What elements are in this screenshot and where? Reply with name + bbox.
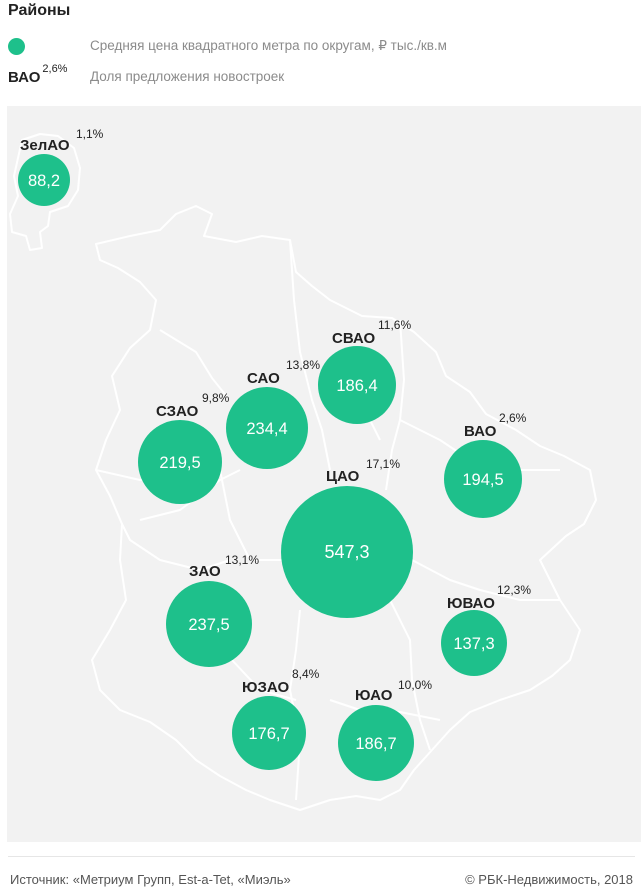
district-code-label: ЮВАО xyxy=(447,595,495,612)
footer-divider xyxy=(8,856,635,857)
district-bubble xyxy=(18,154,70,206)
district-code-label: ВАО xyxy=(464,423,497,440)
legend-bubble-icon xyxy=(8,37,25,55)
district-price-label: 219,5 xyxy=(159,454,200,472)
district-share-label: 2,6% xyxy=(499,411,527,425)
district-share-label: 11,6% xyxy=(378,318,411,332)
district-bubble xyxy=(166,581,252,667)
district-code-label: ЗАО xyxy=(189,563,221,580)
district-share-label: 13,1% xyxy=(225,553,259,567)
legend-price-label: Средняя цена квадратного метра по округа… xyxy=(90,38,447,53)
district-share-label: 10,0% xyxy=(398,678,432,692)
district-bubble xyxy=(444,440,522,518)
district-price-label: 176,7 xyxy=(248,725,289,743)
legend-example-code: ВАО xyxy=(8,68,41,86)
district-share-label: 12,3% xyxy=(497,583,531,597)
legend-share-label: Доля предложения новостроек xyxy=(90,69,285,84)
district-bubble xyxy=(318,346,396,424)
district-share-label: 9,8% xyxy=(202,391,230,405)
district-bubble xyxy=(232,696,306,770)
source-text: Источник: «Метриум Групп, Est-a-Tet, «Ми… xyxy=(10,872,291,887)
district-code-label: ЗелАО xyxy=(20,137,70,154)
district-bubble xyxy=(281,486,413,618)
district-price-label: 186,4 xyxy=(336,377,377,395)
district-bubble xyxy=(441,610,507,676)
district-price-label: 137,3 xyxy=(453,635,494,653)
district-code-label: ЮЗАО xyxy=(242,679,290,696)
district-share-label: 17,1% xyxy=(366,457,400,471)
district-price-label: 547,3 xyxy=(324,542,369,562)
legend-share: ВАО 2,6% Доля предложения новостроек xyxy=(8,63,284,87)
copyright-text: © РБК-Недвижимость, 2018 xyxy=(465,872,633,887)
district-price-label: 234,4 xyxy=(246,420,287,438)
district-share-label: 13,8% xyxy=(286,358,320,372)
district-bubble xyxy=(138,420,222,504)
district-code-label: СЗАО xyxy=(156,403,199,420)
district-code-label: ЦАО xyxy=(326,468,360,485)
district-code-label: СВАО xyxy=(332,330,376,347)
district-share-label: 8,4% xyxy=(292,667,320,681)
district-price-label: 88,2 xyxy=(28,172,60,190)
district-price-label: 237,5 xyxy=(188,616,229,634)
district-bubble xyxy=(226,387,308,469)
district-code-label: САО xyxy=(247,370,280,387)
page-title: Районы xyxy=(8,2,71,19)
district-bubble xyxy=(338,705,414,781)
district-share-label: 1,1% xyxy=(76,127,104,141)
legend-price: Средняя цена квадратного метра по округа… xyxy=(8,36,447,56)
district-bubbles xyxy=(18,154,522,781)
district-price-label: 194,5 xyxy=(462,471,503,489)
legend-example-share: 2,6% xyxy=(42,63,68,75)
district-code-label: ЮАО xyxy=(355,687,393,704)
district-price-label: 186,7 xyxy=(355,735,396,753)
